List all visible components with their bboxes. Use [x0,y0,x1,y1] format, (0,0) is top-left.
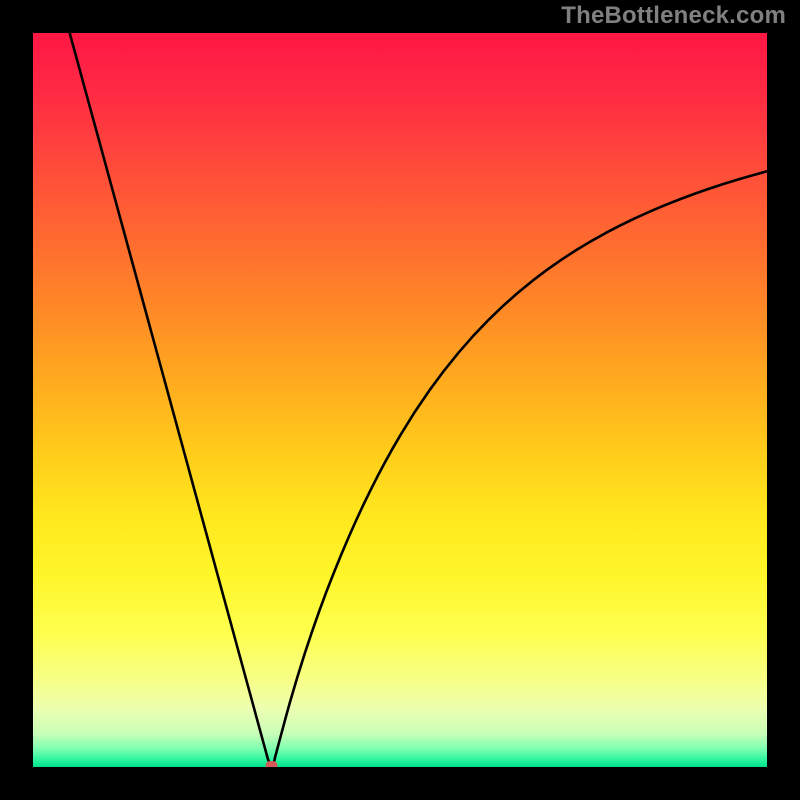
gradient-background [33,33,767,767]
minimum-marker [266,761,278,767]
bottleneck-curve-plot [33,33,767,767]
chart-frame: TheBottleneck.com [0,0,800,800]
source-attribution-label: TheBottleneck.com [561,2,786,30]
